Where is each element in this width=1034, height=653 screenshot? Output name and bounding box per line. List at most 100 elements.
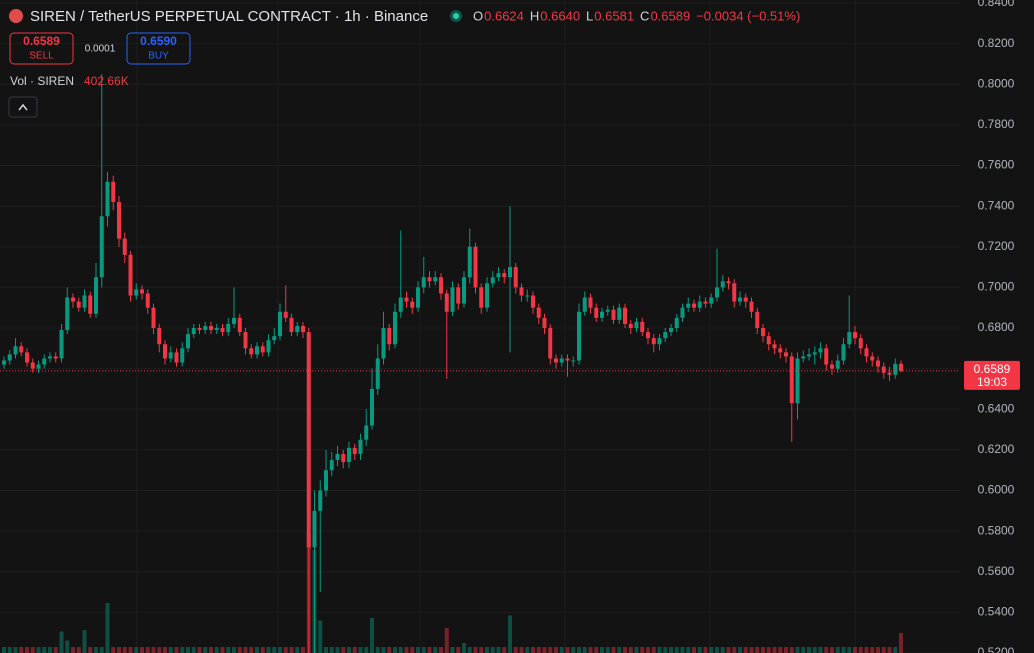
volume-bar: [404, 647, 409, 653]
volume-bar: [565, 647, 570, 653]
volume-bar: [278, 647, 282, 653]
candle-body: [370, 388, 374, 426]
volume-bar: [864, 647, 869, 653]
volume-bar: [42, 647, 47, 653]
volume-bar: [542, 647, 547, 653]
volume-bar: [784, 647, 788, 653]
ohlc-value: 0.6624: [484, 8, 524, 23]
volume-bar: [318, 620, 323, 653]
candle-body: [329, 460, 334, 471]
volume-bar: [807, 647, 811, 653]
status-dot-core: [453, 13, 459, 19]
volume-bar: [450, 647, 455, 653]
volume-bar: [128, 647, 133, 653]
buy-button[interactable]: [126, 32, 191, 65]
candle-body: [755, 311, 760, 328]
candle-body: [887, 372, 892, 375]
volume-bar: [513, 647, 518, 653]
candle-body: [295, 325, 300, 333]
volume-bar: [732, 647, 737, 653]
volume-bar: [76, 647, 81, 653]
candle-body: [611, 309, 616, 320]
candle-body: [42, 358, 47, 365]
candle-body: [513, 267, 518, 288]
y-tick-label: 0.6000: [978, 483, 1015, 497]
candle-body: [743, 297, 748, 302]
volume-bar: [709, 647, 714, 653]
volume-bar: [48, 647, 52, 653]
candle-body: [186, 334, 190, 349]
volume-bar: [168, 647, 173, 653]
last-price-box: [964, 360, 1020, 390]
candle-body: [255, 346, 259, 355]
candle-body: [835, 360, 840, 369]
volume-bar: [548, 647, 553, 653]
candle-body: [726, 281, 731, 284]
candle-body: [191, 328, 196, 335]
candle-body: [554, 358, 558, 363]
y-tick-label: 0.8200: [978, 36, 1015, 50]
volume-bar: [266, 647, 271, 653]
candle-body: [761, 328, 765, 337]
volume-bar: [715, 647, 719, 653]
candle-body: [427, 277, 432, 282]
candle-body: [559, 358, 564, 363]
candle-body: [462, 277, 466, 304]
sell-button[interactable]: [9, 32, 74, 65]
volume-bar: [352, 647, 357, 653]
header: SIREN / TetherUS PERPETUAL CONTRACT · 1h…: [8, 8, 800, 118]
candle-body: [692, 303, 696, 308]
candle-body: [807, 354, 811, 357]
candle-body: [485, 283, 489, 308]
volume-bar: [623, 647, 627, 653]
volume-bar: [749, 647, 754, 653]
candle-body: [525, 295, 530, 297]
volume-bar: [283, 647, 288, 653]
volume-bar: [272, 647, 277, 653]
candle-body: [416, 287, 420, 308]
volume-label: Vol · SIREN: [10, 74, 74, 88]
candle-body: [588, 297, 593, 308]
volume-bar: [853, 647, 857, 653]
candle-body: [157, 328, 162, 345]
volume-bar: [220, 647, 225, 653]
volume-bar: [858, 647, 863, 653]
candle-body: [398, 297, 403, 312]
candles: [0, 74, 960, 653]
y-tick-label: 0.7200: [978, 239, 1015, 253]
sell-price: 0.6589: [23, 34, 60, 48]
volume-bar: [456, 647, 461, 653]
candle-body: [444, 293, 449, 312]
candle-body: [864, 348, 869, 357]
candle-body: [542, 317, 547, 328]
volume-bar: [226, 647, 231, 653]
volume-bar: [847, 647, 852, 653]
volume-bar: [88, 647, 93, 653]
volume-bar: [697, 647, 702, 653]
candle-body: [76, 301, 81, 308]
collapse-button[interactable]: [8, 96, 38, 118]
volume-bar: [870, 647, 875, 653]
volume-bar: [738, 647, 742, 653]
volume-bar: [893, 647, 898, 653]
candle-body: [111, 181, 116, 203]
candle-body: [266, 340, 271, 353]
chart-title: SIREN / TetherUS PERPETUAL CONTRACT · 1h…: [30, 8, 428, 25]
candle-body: [145, 293, 150, 308]
candle-body: [2, 360, 6, 365]
y-tick-label: 0.7800: [978, 117, 1015, 131]
y-tick-label: 0.6400: [978, 401, 1015, 415]
volume-bar: [663, 647, 668, 653]
volume-bar: [502, 647, 507, 653]
candle-body: [830, 364, 834, 369]
collapse-icon: [18, 103, 28, 111]
candle-body: [128, 254, 133, 296]
candle-body: [94, 277, 98, 314]
volume-bar: [94, 647, 98, 653]
candle-body: [25, 352, 29, 363]
candle-body: [301, 325, 305, 333]
candle-body: [519, 287, 524, 296]
candle-body: [680, 307, 685, 318]
volume-bar: [525, 647, 530, 653]
y-tick-label: 0.7000: [978, 280, 1015, 294]
